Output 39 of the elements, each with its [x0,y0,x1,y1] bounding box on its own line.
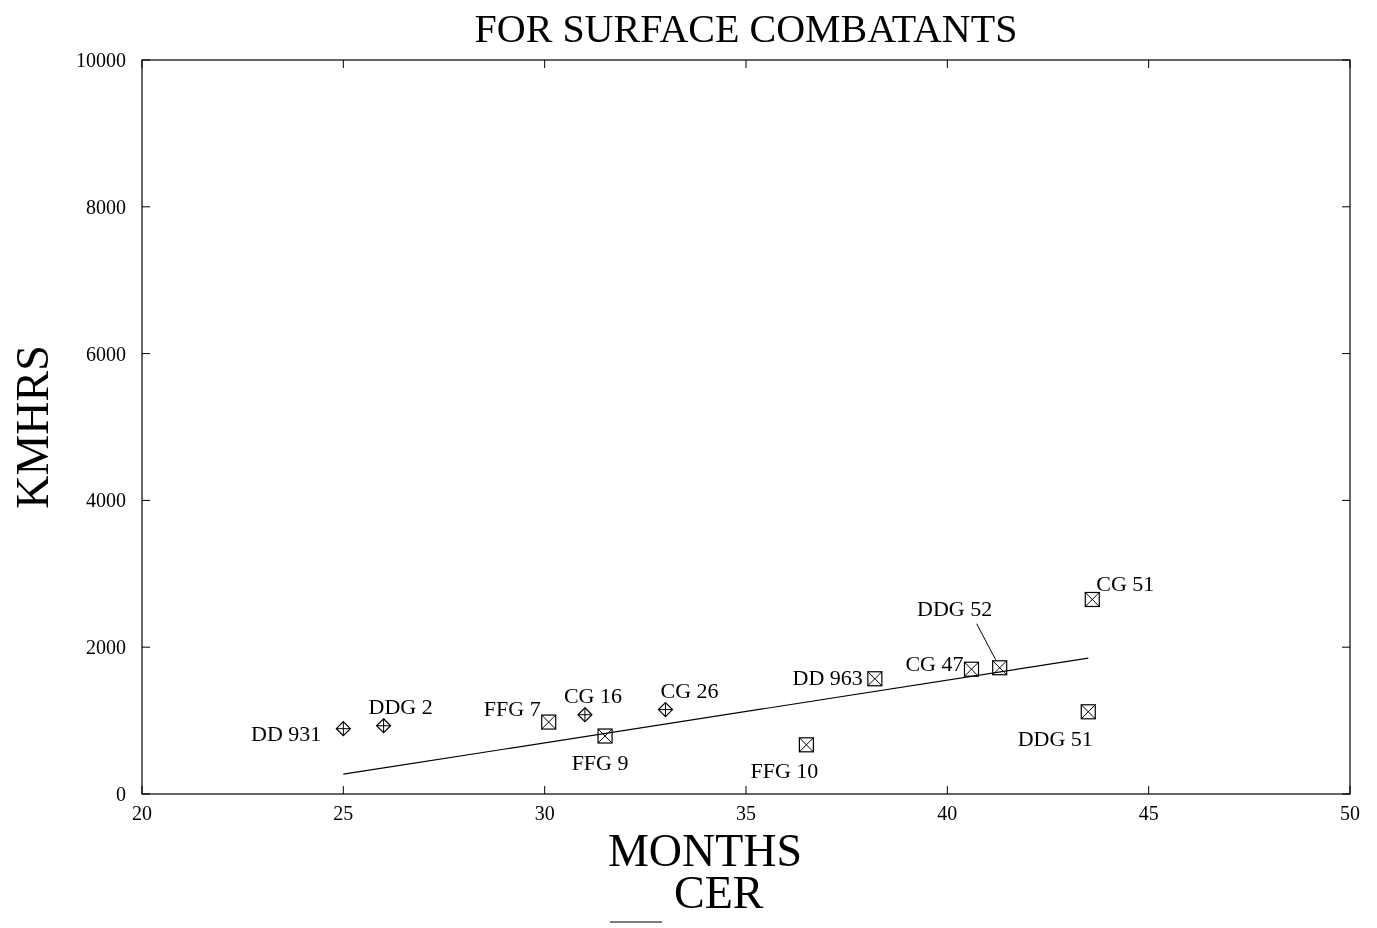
point [963,661,980,677]
y-axis-title: KMHRS [7,345,58,509]
chart-title: FOR SURFACE COMBATANTS [474,6,1018,51]
annotation: DD 963 [792,664,863,690]
annotation: FFG 9 [571,750,629,776]
point [597,728,613,744]
point [1084,591,1100,608]
x-tick-label: 40 [937,802,958,824]
x-tick-label: 25 [333,802,354,824]
point [867,671,883,687]
point [1080,704,1096,720]
annotation: DD 931 [251,720,322,746]
y-tick-label: 2000 [86,636,126,659]
annotation: CG 16 [563,682,622,708]
annotation: CG 26 [660,677,719,703]
x-tick-label: 20 [132,802,152,824]
point [992,660,1008,676]
annotation: CG 47 [905,651,964,677]
y-tick-label: 0 [116,783,126,805]
point [798,737,814,753]
x-tick-label: 30 [534,802,555,824]
annotation: CG 51 [1096,571,1155,597]
y-tick-label: 4000 [86,489,126,512]
annotation: FFG 7 [483,696,541,722]
point [335,721,351,737]
y-tick-label: 8000 [86,195,126,218]
y-tick-label: 10000 [76,49,126,71]
x-tick-label: 45 [1138,802,1159,824]
x-tick-label: 35 [736,802,756,824]
point [657,701,674,718]
x-tick-label: 50 [1340,802,1360,824]
annotation: FFG 10 [750,757,819,783]
annotation: DDG 51 [1017,725,1093,751]
point [541,714,557,730]
annotation: DDG 2 [368,693,433,719]
y-tick-label: 6000 [86,342,126,365]
point [376,718,392,734]
annotation: DDG 52 [917,595,993,621]
point [577,707,593,723]
